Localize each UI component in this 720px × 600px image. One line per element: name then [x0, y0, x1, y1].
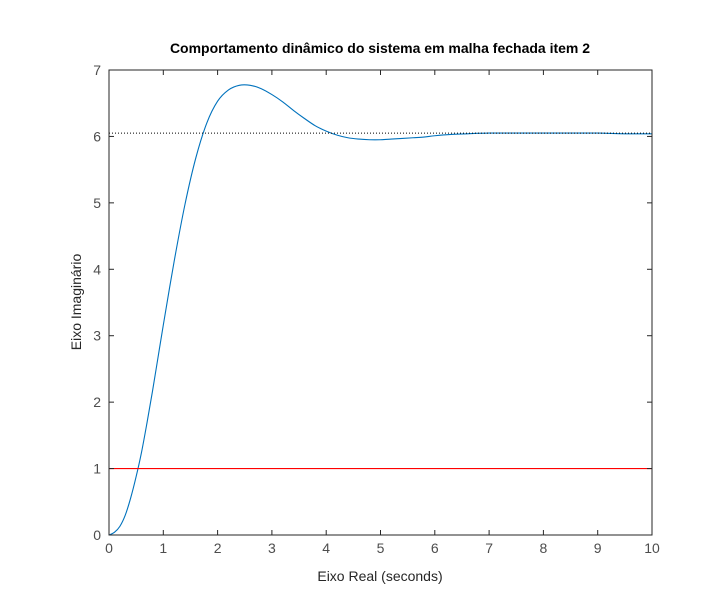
- x-tick-label: 10: [644, 540, 660, 556]
- y-tick-label: 6: [93, 128, 101, 144]
- x-tick-label: 6: [431, 540, 439, 556]
- x-axis-label: Eixo Real (seconds): [317, 568, 442, 584]
- y-tick-label: 7: [93, 62, 101, 78]
- x-tick-label: 3: [268, 540, 276, 556]
- series-layer: [108, 84, 653, 536]
- y-tick-label: 5: [93, 195, 101, 211]
- y-tick-label: 0: [93, 527, 101, 543]
- x-tick-label: 7: [485, 540, 493, 556]
- chart-title: Comportamento dinâmico do sistema em mal…: [170, 40, 590, 56]
- ticks-layer: 0 1 2 3 4 5 6 7 8 9 10 0 1 2 3 4 5 6 7: [93, 62, 660, 556]
- y-tick-label: 4: [93, 261, 101, 277]
- y-tick-label: 2: [93, 394, 101, 410]
- x-tick-label: 2: [214, 540, 222, 556]
- plot-area: [109, 70, 652, 535]
- response-line: [108, 84, 653, 536]
- x-tick-label: 9: [594, 540, 602, 556]
- y-tick-label: 3: [93, 328, 101, 344]
- y-axis-label: Eixo Imaginário: [68, 254, 84, 351]
- x-tick-label: 1: [159, 540, 167, 556]
- x-tick-label: 8: [540, 540, 548, 556]
- x-tick-label: 4: [322, 540, 330, 556]
- y-tick-label: 1: [93, 461, 101, 477]
- x-tick-label: 0: [105, 540, 113, 556]
- x-tick-label: 5: [377, 540, 385, 556]
